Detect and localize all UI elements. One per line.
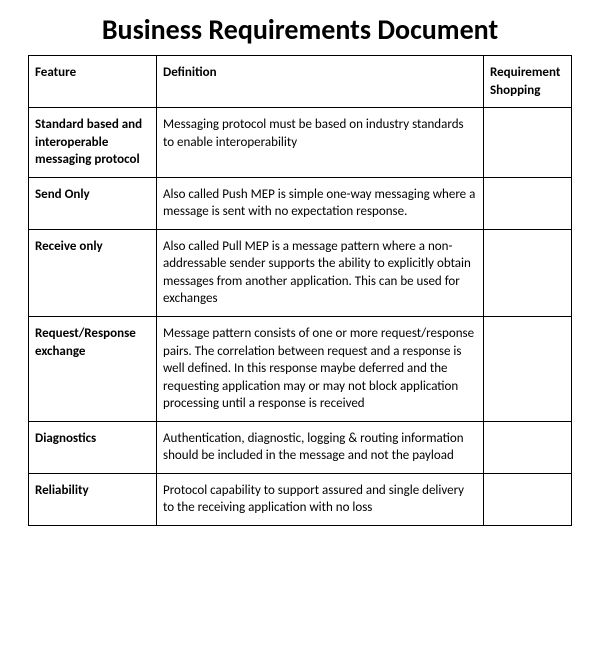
feature-cell: Request/Response exchange: [29, 317, 157, 422]
header-definition: Definition: [157, 56, 484, 108]
feature-cell: Receive only: [29, 229, 157, 316]
requirement-cell: [484, 317, 572, 422]
feature-cell: Diagnostics: [29, 421, 157, 473]
feature-cell: Reliability: [29, 473, 157, 525]
header-feature: Feature: [29, 56, 157, 108]
definition-cell: Message pattern consists of one or more …: [157, 317, 484, 422]
table-row: Send OnlyAlso called Push MEP is simple …: [29, 177, 572, 229]
table-header-row: Feature Definition Requirement Shopping: [29, 56, 572, 108]
table-row: ReliabilityProtocol capability to suppor…: [29, 473, 572, 525]
requirement-cell: [484, 177, 572, 229]
feature-cell: Standard based and interoperable messagi…: [29, 108, 157, 178]
table-row: Standard based and interoperable messagi…: [29, 108, 572, 178]
document-title: Business Requirements Document: [28, 12, 572, 47]
table-row: Request/Response exchangeMessage pattern…: [29, 317, 572, 422]
feature-cell: Send Only: [29, 177, 157, 229]
definition-cell: Also called Push MEP is simple one-way m…: [157, 177, 484, 229]
definition-cell: Messaging protocol must be based on indu…: [157, 108, 484, 178]
definition-cell: Protocol capability to support assured a…: [157, 473, 484, 525]
table-row: Receive onlyAlso called Pull MEP is a me…: [29, 229, 572, 316]
header-requirement: Requirement Shopping: [484, 56, 572, 108]
requirement-cell: [484, 473, 572, 525]
requirement-cell: [484, 421, 572, 473]
definition-cell: Authentication, diagnostic, logging & ro…: [157, 421, 484, 473]
table-row: DiagnosticsAuthentication, diagnostic, l…: [29, 421, 572, 473]
requirement-cell: [484, 229, 572, 316]
requirement-cell: [484, 108, 572, 178]
definition-cell: Also called Pull MEP is a message patter…: [157, 229, 484, 316]
requirements-table: Feature Definition Requirement Shopping …: [28, 55, 572, 526]
